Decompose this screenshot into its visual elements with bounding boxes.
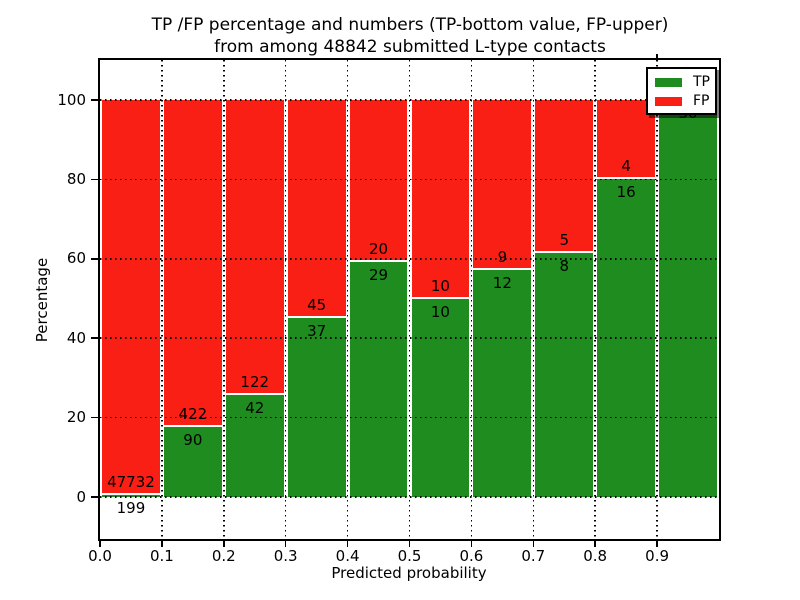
x-tick-mark <box>346 541 349 547</box>
x-tick-label: 0.2 <box>211 547 236 565</box>
fp-swatch-icon <box>655 97 682 106</box>
gridline-vertical <box>223 60 225 539</box>
tp-bar-segment <box>102 493 160 497</box>
tp-bar-segment <box>411 296 470 497</box>
gridline-horizontal <box>100 416 719 419</box>
gridline-horizontal <box>100 258 719 260</box>
x-tick-label: 0.8 <box>583 547 608 565</box>
tp-bar-segment <box>163 425 222 497</box>
fp-bar-segment <box>163 100 222 428</box>
x-tick-mark-top <box>656 54 658 60</box>
tp-count-label: 90 <box>183 431 203 450</box>
gridline-vertical <box>656 60 658 539</box>
x-tick-mark <box>532 541 535 547</box>
y-tick-label: 40 <box>66 328 86 347</box>
fp-count-label: 122 <box>240 373 270 392</box>
tp-count-label: 29 <box>369 266 389 285</box>
y-tick-mark <box>91 178 98 181</box>
tp-count-label: 8 <box>559 256 570 275</box>
x-tick-mark <box>656 541 658 547</box>
x-tick-mark <box>99 541 101 547</box>
fp-count-label: 10 <box>430 276 450 295</box>
fp-bar-segment <box>597 100 656 180</box>
tp-count-label: 199 <box>116 499 146 518</box>
tp-swatch-icon <box>655 78 682 87</box>
tp-count-label: 37 <box>307 321 327 340</box>
x-tick-mark <box>161 541 163 547</box>
x-tick-label: 0.5 <box>397 547 422 565</box>
y-axis-label: Percentage <box>33 257 51 343</box>
fp-count-label: 422 <box>178 405 208 424</box>
fp-count-label: 45 <box>307 295 327 314</box>
gridline-vertical <box>408 60 411 539</box>
tp-count-label: 12 <box>492 274 512 293</box>
x-tick-label: 0.7 <box>521 547 546 565</box>
y-tick-label: 60 <box>66 249 86 268</box>
fp-count-label: 5 <box>559 230 570 249</box>
fp-count-label: 9 <box>497 248 508 267</box>
gridline-vertical <box>346 60 349 539</box>
chart-title-line1: TP /FP percentage and numbers (TP-bottom… <box>151 15 669 35</box>
gridline-horizontal <box>100 178 719 181</box>
tp-count-label: 42 <box>245 399 265 418</box>
fp-bar-segment <box>535 100 594 253</box>
gridline-vertical <box>594 60 596 539</box>
tp-bar-segment <box>349 260 408 497</box>
tp-count-label: 10 <box>430 302 450 321</box>
y-tick-mark <box>91 258 98 260</box>
x-tick-mark <box>470 541 473 547</box>
fp-bar-segment <box>225 100 284 396</box>
legend: TP FP <box>646 67 717 115</box>
y-tick-mark <box>91 99 98 101</box>
tp-bar-segment <box>287 315 346 497</box>
x-axis-label: Predicted probability <box>331 564 487 582</box>
y-tick-label: 80 <box>66 169 86 188</box>
tp-bar-segment <box>597 177 656 497</box>
tp-count-label: 16 <box>616 183 636 202</box>
fp-count-label: 20 <box>369 240 389 259</box>
gridline-vertical <box>284 60 287 539</box>
gridline-vertical <box>470 60 473 539</box>
gridline-vertical <box>532 60 535 539</box>
fp-bar-segment <box>473 100 532 271</box>
fp-bar-segment <box>411 100 470 299</box>
x-tick-label: 0.3 <box>273 547 298 565</box>
gridline-horizontal <box>100 99 719 101</box>
fp-bar-segment <box>102 100 160 496</box>
y-tick-mark <box>91 337 98 339</box>
x-tick-mark <box>594 541 596 547</box>
fp-bar-segment <box>349 100 408 263</box>
fp-count-label: 4 <box>621 157 631 176</box>
legend-label-tp: TP <box>693 74 710 90</box>
tp-bar-segment <box>473 268 532 497</box>
fp-count-label: 47732 <box>107 473 155 492</box>
y-tick-label: 20 <box>66 408 86 427</box>
chart-title-line2: from among 48842 submitted L-type contac… <box>214 37 606 57</box>
x-tick-label: 0.1 <box>149 547 174 565</box>
y-tick-mark <box>91 416 98 419</box>
y-tick-mark <box>91 496 98 498</box>
gridline-horizontal <box>100 496 719 498</box>
x-tick-label: 0.6 <box>459 547 484 565</box>
tp-bar-segment <box>225 393 284 497</box>
tp-bar-segment <box>535 250 594 497</box>
x-tick-label: 0.0 <box>88 547 112 565</box>
x-tick-mark <box>408 541 411 547</box>
x-tick-mark <box>223 541 225 547</box>
x-tick-label: 0.4 <box>335 547 360 565</box>
legend-label-fp: FP <box>693 93 710 109</box>
y-tick-label: 100 <box>57 90 86 109</box>
x-tick-mark <box>284 541 287 547</box>
y-tick-label: 0 <box>76 487 86 506</box>
x-tick-label: 0.9 <box>645 547 670 565</box>
gridline-vertical <box>161 60 163 539</box>
fp-bar-segment <box>287 100 346 318</box>
gridline-horizontal <box>100 337 719 339</box>
